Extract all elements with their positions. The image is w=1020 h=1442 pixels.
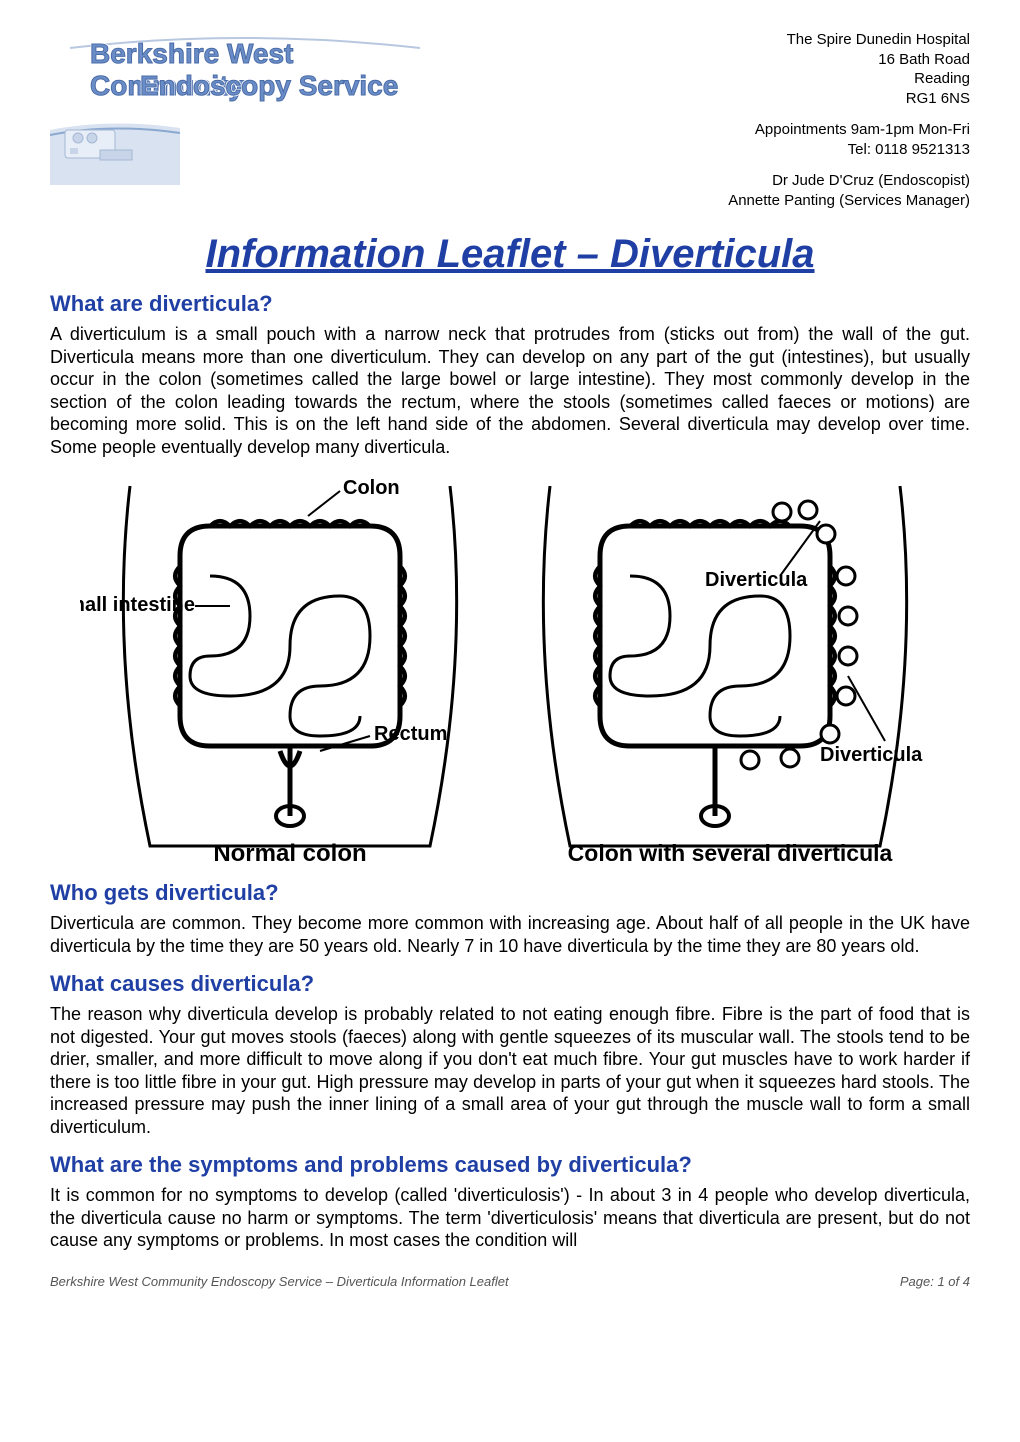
body-text: It is common for no symptoms to develop … (50, 1184, 970, 1252)
section-heading-what-are: What are diverticula? (50, 291, 970, 317)
staff-block: Dr Jude D'Cruz (Endoscopist) Annette Pan… (728, 171, 970, 210)
label-diverticula-top: Diverticula (705, 569, 808, 591)
page: Berkshire West Community Endoscopy Servi… (0, 0, 1020, 1309)
body-text: The reason why diverticula develop is pr… (50, 1003, 970, 1138)
section-heading-symptoms: What are the symptoms and problems cause… (50, 1152, 970, 1178)
diagram-normal-colon: Colon Small intestine Rectum Normal colo… (80, 476, 500, 866)
caption-diverticula: Colon with several diverticula (568, 840, 893, 866)
address-area: The Spire Dunedin Hospital 16 Bath Road … (728, 30, 970, 222)
address-line: RG1 6NS (728, 89, 970, 109)
logo: Berkshire West Community Endoscopy Servi… (50, 30, 430, 185)
address-line: The Spire Dunedin Hospital (728, 30, 970, 50)
label-colon: Colon (343, 477, 400, 499)
diagram-diverticula-colon: Diverticula Diverticula Colon with sever… (520, 476, 940, 866)
footer-left: Berkshire West Community Endoscopy Servi… (50, 1274, 509, 1289)
logo-line-2: Endoscopy Service (140, 70, 398, 102)
contact-line: Tel: 0118 9521313 (728, 140, 970, 160)
footer-right: Page: 1 of 4 (900, 1274, 970, 1289)
staff-line: Dr Jude D'Cruz (Endoscopist) (728, 171, 970, 191)
section-heading-who-gets: Who gets diverticula? (50, 880, 970, 906)
address-block: The Spire Dunedin Hospital 16 Bath Road … (728, 30, 970, 108)
contact-block: Appointments 9am-1pm Mon-Fri Tel: 0118 9… (728, 120, 970, 159)
label-diverticula-side: Diverticula (820, 744, 923, 766)
label-small-intestine: Small intestine (80, 594, 195, 616)
section-heading-what-causes: What causes diverticula? (50, 971, 970, 997)
header: Berkshire West Community Endoscopy Servi… (50, 30, 970, 222)
staff-line: Annette Panting (Services Manager) (728, 191, 970, 211)
contact-line: Appointments 9am-1pm Mon-Fri (728, 120, 970, 140)
footer: Berkshire West Community Endoscopy Servi… (50, 1274, 970, 1289)
body-text: Diverticula are common. They become more… (50, 912, 970, 957)
address-line: Reading (728, 69, 970, 89)
caption-normal: Normal colon (213, 840, 366, 866)
page-title: Information Leaflet – Diverticula (50, 232, 970, 277)
label-rectum: Rectum (374, 723, 447, 745)
address-line: 16 Bath Road (728, 50, 970, 70)
diagram-row: Colon Small intestine Rectum Normal colo… (50, 476, 970, 866)
body-text: A diverticulum is a small pouch with a n… (50, 323, 970, 458)
